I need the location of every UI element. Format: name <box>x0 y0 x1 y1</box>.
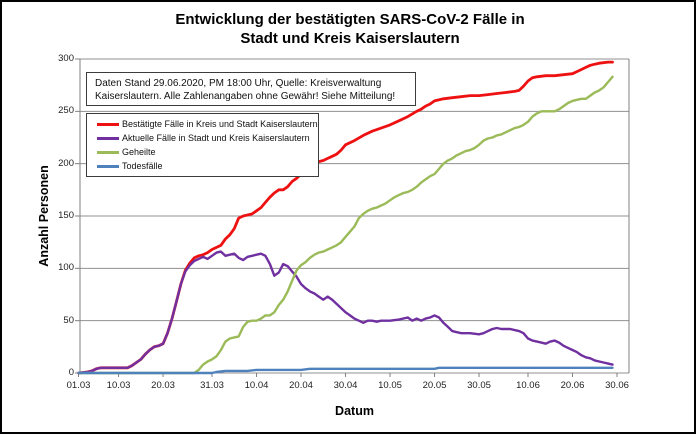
legend-label: Geheilte <box>122 147 156 157</box>
y-tick-label: 250 <box>58 105 74 117</box>
chart-title-line2: Stadt und Kreis Kaiserslautern <box>240 30 460 47</box>
note-line2: Kaiserslautern. Alle Zahlenangaben ohne … <box>95 91 396 102</box>
series-line-3 <box>77 75 614 375</box>
legend-label: Bestätigte Fälle in Kreis und Stadt Kais… <box>122 119 318 129</box>
x-tick-label: 20.05 <box>422 380 447 391</box>
chart-title-line1: Entwicklung der bestätigten SARS-CoV-2 F… <box>175 11 525 28</box>
series-line-4 <box>77 366 614 375</box>
legend-item: Geheilte <box>97 145 318 159</box>
series-line-2 <box>77 250 614 375</box>
x-tick-label: 20.04 <box>289 380 313 391</box>
note-line1: Daten Stand 29.06.2020, PM 18:00 Uhr, Qu… <box>95 78 382 89</box>
legend-line-swatch <box>97 122 119 126</box>
x-axis-title: Datum <box>335 404 374 418</box>
legend-label: Aktuelle Fälle in Stadt und Kreis Kaiser… <box>122 133 310 143</box>
y-tick-label: 100 <box>58 262 74 274</box>
x-tick-label: 01.03 <box>66 380 91 391</box>
x-tick-label: 10.03 <box>106 380 131 391</box>
x-tick-label: 20.03 <box>151 380 175 391</box>
series-line-1 <box>77 60 614 375</box>
legend-line-swatch <box>97 136 119 140</box>
y-tick-label: 50 <box>63 314 74 326</box>
chart-title: Entwicklung der bestätigten SARS-CoV-2 F… <box>2 10 694 48</box>
y-tick-label: 200 <box>58 157 74 169</box>
x-tick-label: 20.06 <box>560 380 585 391</box>
x-tick-label: 10.06 <box>516 380 540 391</box>
y-tick-label: 300 <box>58 53 74 64</box>
legend-item: Bestätigte Fälle in Kreis und Stadt Kais… <box>97 117 318 131</box>
data-status-note-box: Daten Stand 29.06.2020, PM 18:00 Uhr, Qu… <box>86 72 416 106</box>
legend-line-swatch <box>97 164 119 168</box>
legend-item: Todesfälle <box>97 159 318 173</box>
y-axis-title: Anzahl Personen <box>37 165 51 267</box>
legend: Bestätigte Fälle in Kreis und Stadt Kais… <box>86 113 319 177</box>
x-tick-label: 31.03 <box>200 380 224 391</box>
x-tick-label: 30.05 <box>467 380 491 391</box>
legend-line-swatch <box>97 150 119 154</box>
legend-item: Aktuelle Fälle in Stadt und Kreis Kaiser… <box>97 131 318 145</box>
legend-label: Todesfälle <box>122 161 163 171</box>
y-tick-label: 0 <box>68 367 74 378</box>
x-tick-label: 30.06 <box>605 380 629 391</box>
x-tick-label: 10.04 <box>244 380 269 391</box>
y-tick-label: 150 <box>58 210 74 221</box>
x-tick-label: 30.04 <box>333 380 358 391</box>
x-tick-label: 10.05 <box>378 380 402 391</box>
